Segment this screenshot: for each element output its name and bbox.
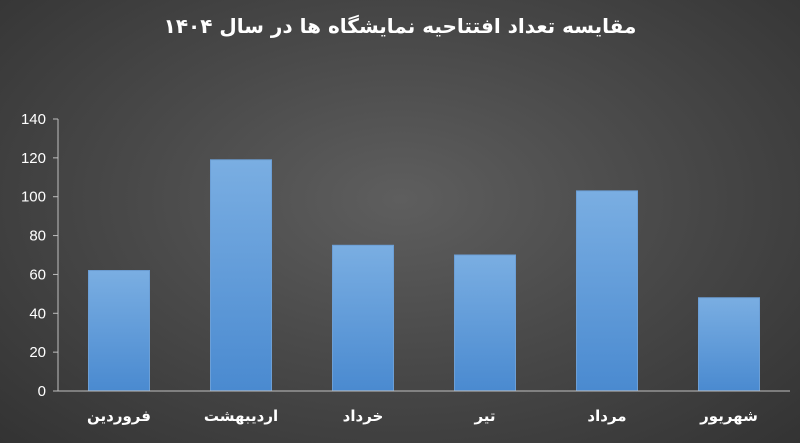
bar: [576, 190, 638, 392]
x-tick-label: تیر: [473, 407, 495, 425]
y-tick-label: 140: [21, 111, 46, 128]
chart-title: مقایسه تعداد افتتاحیه نمایشگاه ها در سال…: [163, 14, 637, 38]
x-tick-label: اردیبهشت: [204, 407, 278, 425]
y-tick-label: 0: [38, 383, 46, 400]
y-tick-label: 80: [29, 228, 46, 245]
x-tick-label: شهریور: [699, 407, 758, 425]
bar: [698, 297, 760, 392]
y-tick-label: 100: [21, 189, 46, 206]
y-tick-label: 20: [29, 344, 46, 361]
y-tick-label: 40: [29, 305, 46, 322]
x-tick-label: خرداد: [343, 407, 384, 425]
y-tick-label: 60: [29, 266, 46, 283]
bar: [454, 254, 516, 392]
x-tick-label: فروردین: [87, 407, 151, 425]
bar: [332, 244, 394, 392]
bar: [210, 159, 272, 392]
y-tick-label: 120: [21, 150, 46, 167]
x-tick-label: مرداد: [587, 407, 626, 425]
bar: [88, 270, 150, 392]
